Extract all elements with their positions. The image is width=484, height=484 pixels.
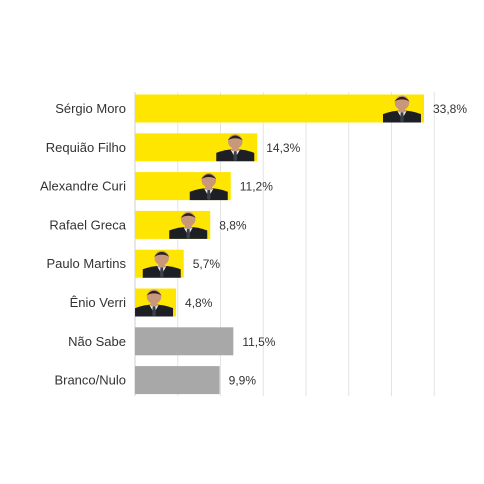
value-label: 11,5% (242, 335, 275, 349)
bar-6 (135, 327, 234, 356)
value-label: 11,2% (240, 180, 273, 194)
person-portrait-icon (142, 250, 181, 278)
value-label: 14,3% (266, 141, 300, 155)
person-portrait-icon (189, 173, 228, 201)
category-label: Rafael Greca (49, 217, 126, 232)
person-portrait-icon (169, 211, 208, 239)
person-portrait-icon (382, 95, 421, 123)
category-label: Não Sabe (68, 334, 126, 349)
labels-group: Sérgio Moro 33,8% Requião Filho 14,3% Alexan… (40, 101, 467, 388)
person-portrait-icon (135, 289, 174, 317)
value-label: 8,8% (219, 218, 247, 232)
category-label: Paulo Martins (47, 256, 127, 271)
category-label: Requião Filho (46, 140, 126, 155)
category-label: Ênio Verri (70, 295, 126, 310)
value-label: 33,8% (433, 102, 467, 116)
category-label: Sérgio Moro (55, 101, 126, 116)
value-label: 9,9% (229, 374, 257, 388)
bar-0 (135, 94, 424, 123)
value-label: 5,7% (193, 257, 221, 271)
category-label: Branco/Nulo (54, 373, 126, 388)
category-label: Alexandre Curi (40, 179, 126, 194)
bar-7 (135, 366, 220, 395)
bars-group (135, 94, 424, 395)
person-portrait-icon (216, 134, 255, 162)
value-label: 4,8% (185, 296, 213, 310)
